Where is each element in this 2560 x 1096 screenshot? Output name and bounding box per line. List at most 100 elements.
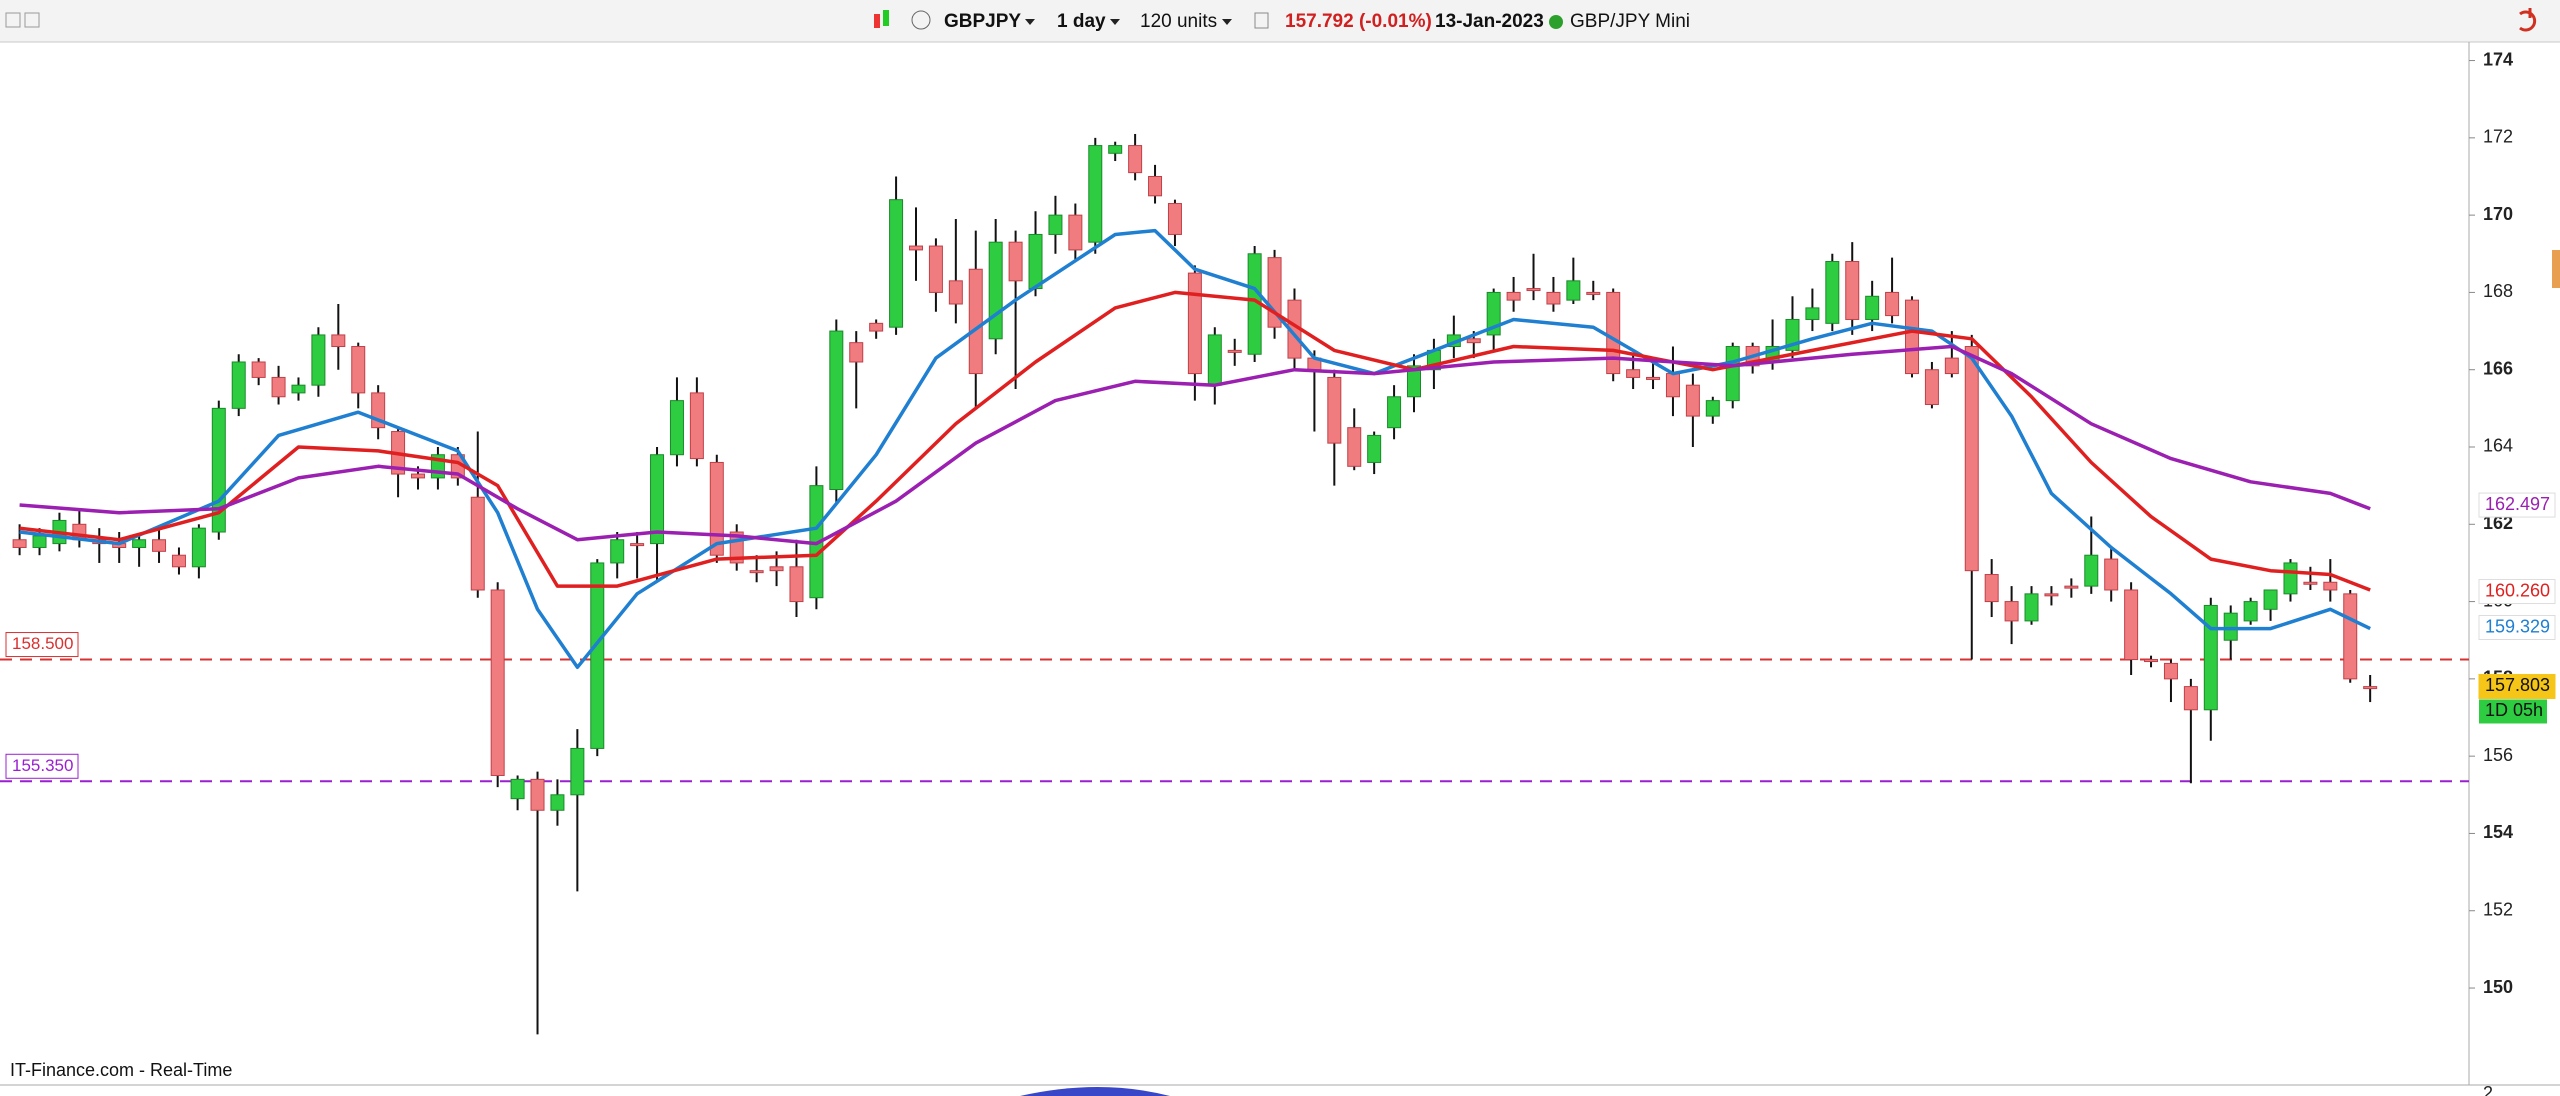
candle-body-down bbox=[1984, 574, 1999, 603]
refresh-icon[interactable] bbox=[2519, 8, 2537, 32]
candle-body-down bbox=[968, 268, 983, 375]
candle-body-down bbox=[1008, 241, 1023, 282]
candle-body-up bbox=[1207, 334, 1222, 386]
candle-body-up bbox=[1367, 434, 1382, 463]
candle-body-down bbox=[530, 778, 545, 811]
symbol[interactable]: GBPJPY bbox=[944, 11, 1021, 32]
candle-body-up bbox=[889, 199, 904, 328]
level-label-box bbox=[5, 632, 79, 658]
candle-body-down bbox=[869, 322, 884, 332]
candle-body-down bbox=[1606, 291, 1621, 375]
candle-body-down bbox=[1665, 373, 1680, 398]
y-tick-label: 162 bbox=[2483, 513, 2513, 533]
dropdown-arrow bbox=[1222, 19, 1232, 25]
candle-body-down bbox=[1466, 338, 1481, 344]
price-label: 157.803 bbox=[2485, 675, 2550, 695]
countdown: 1D 05h bbox=[2485, 700, 2543, 720]
candle-body-up bbox=[510, 778, 525, 800]
candle-body-up bbox=[590, 562, 605, 749]
candle-body-down bbox=[1347, 427, 1362, 467]
y-tick-label: 172 bbox=[2483, 127, 2513, 147]
candle-body-down bbox=[1546, 291, 1561, 305]
y-tick-label: 150 bbox=[2483, 977, 2513, 997]
candle-body-down bbox=[1327, 376, 1342, 444]
candle-body-up bbox=[2283, 562, 2298, 595]
countdown-box bbox=[2479, 699, 2547, 724]
candle-body-down bbox=[351, 346, 366, 394]
candle-body-up bbox=[1705, 400, 1720, 417]
y-tick-label: 166 bbox=[2483, 358, 2513, 378]
candle-body-up bbox=[1725, 346, 1740, 402]
moving-average bbox=[19, 228, 2371, 670]
candle-body-up bbox=[1088, 145, 1103, 243]
candle-body-up bbox=[1825, 261, 1840, 324]
candle-body-down bbox=[1924, 369, 1939, 405]
y-tick-label: 174 bbox=[2483, 49, 2513, 69]
candle-body-up bbox=[2203, 604, 2218, 711]
moving-average bbox=[19, 290, 2371, 592]
interval[interactable]: 1 day bbox=[1057, 11, 1106, 32]
candle-body-up bbox=[550, 794, 565, 811]
units[interactable]: 120 units bbox=[1140, 11, 1217, 32]
candle-body-down bbox=[1227, 349, 1242, 353]
price-label-box bbox=[2478, 673, 2556, 699]
candle-body-down bbox=[2323, 581, 2338, 591]
chart-type-icon[interactable] bbox=[874, 10, 889, 28]
candle-body-down bbox=[2303, 581, 2318, 585]
candle-body-up bbox=[2084, 554, 2099, 587]
candle-body-up bbox=[231, 361, 246, 409]
y-tick-label: 154 bbox=[2483, 822, 2513, 842]
y-tick-label: 168 bbox=[2483, 281, 2513, 301]
candle-body-up bbox=[191, 527, 206, 568]
candle-body-down bbox=[1148, 175, 1163, 197]
dropdown-arrow bbox=[1110, 19, 1120, 25]
y-tick-label: 152 bbox=[2483, 899, 2513, 919]
lower-tick-label: 2 bbox=[2483, 1083, 2493, 1096]
y-tick-label: 156 bbox=[2483, 745, 2513, 765]
candle-body-down bbox=[709, 461, 724, 556]
footer: IT-Finance.com - Real-Time bbox=[10, 1060, 232, 1080]
level-label: 158.500 bbox=[12, 634, 73, 653]
candle-body-down bbox=[1646, 376, 1661, 380]
candle-body-up bbox=[291, 384, 306, 394]
date: 13-Jan-2023 bbox=[1435, 11, 1544, 32]
candle-body-up bbox=[2024, 593, 2039, 622]
checkbox[interactable] bbox=[24, 12, 40, 28]
y-tick-label: 164 bbox=[2483, 436, 2513, 456]
candle-body-down bbox=[411, 473, 425, 479]
candle-body-down bbox=[1128, 145, 1143, 174]
dropdown-arrow bbox=[1025, 19, 1035, 25]
price-change: 157.792 (-0.01%) bbox=[1285, 11, 1432, 32]
candle-body-down bbox=[769, 566, 784, 572]
candle-body-down bbox=[1068, 214, 1083, 251]
candle-body-down bbox=[1586, 291, 1601, 295]
moving-average bbox=[19, 344, 2371, 546]
candle-body-down bbox=[1944, 357, 1959, 375]
candle-body-down bbox=[490, 589, 505, 776]
settings-icon[interactable] bbox=[911, 10, 931, 30]
scroll-handle[interactable] bbox=[2552, 250, 2560, 288]
candle-body-down bbox=[12, 539, 27, 548]
candle-body-down bbox=[789, 566, 804, 603]
candle-body-down bbox=[749, 570, 764, 574]
candle-body-up bbox=[650, 454, 665, 545]
candle-body-down bbox=[2163, 662, 2178, 680]
candle-body-up bbox=[1865, 295, 1880, 320]
candle-body-up bbox=[32, 535, 47, 548]
checkbox[interactable] bbox=[5, 12, 21, 28]
candle-body-up bbox=[610, 539, 625, 564]
info-icon[interactable] bbox=[1254, 12, 1269, 29]
candle-body-down bbox=[1845, 261, 1860, 320]
status-dot bbox=[1549, 15, 1563, 29]
price-label: 159.329 bbox=[2485, 616, 2550, 636]
candle-body-up bbox=[829, 330, 844, 491]
candle-body-down bbox=[1964, 346, 1979, 572]
candle-body-down bbox=[470, 496, 485, 591]
candle-body-down bbox=[2124, 589, 2139, 661]
candle-body-down bbox=[2044, 593, 2059, 597]
candle-body-down bbox=[1885, 291, 1900, 317]
candle-body-up bbox=[2243, 601, 2258, 622]
candle-body-down bbox=[152, 539, 167, 552]
toolbar bbox=[0, 0, 2560, 42]
